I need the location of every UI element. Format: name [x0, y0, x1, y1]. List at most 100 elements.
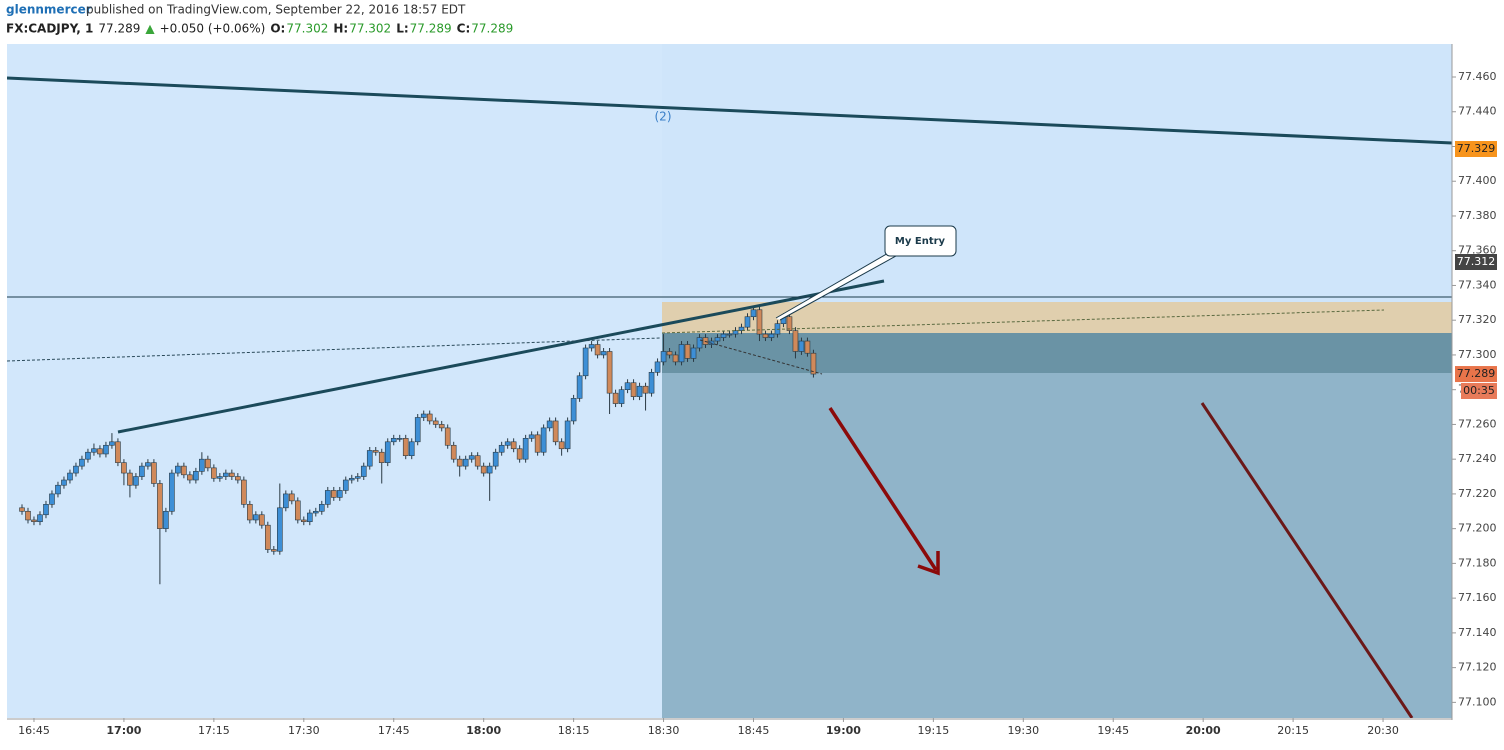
- symbol-line: FX:CADJPY, 1 77.289 ▲ +0.050 (+0.06%) O: 77.3…: [6, 22, 513, 36]
- candle-body: [306, 512, 313, 523]
- candle-body: [342, 479, 349, 491]
- candle-body: [348, 477, 355, 481]
- candle-body: [684, 344, 691, 359]
- y-tick-label: 77.180: [1458, 556, 1497, 569]
- candle-body: [283, 493, 289, 509]
- close: 77.289: [471, 22, 513, 36]
- candle-body: [678, 344, 685, 363]
- candle-body: [163, 510, 169, 529]
- candle-body: [492, 451, 499, 467]
- x-tick-label: 17:45: [378, 724, 410, 737]
- candle-body: [798, 340, 805, 352]
- candle-body: [402, 438, 409, 456]
- projection-line: [1200, 402, 1414, 719]
- candle-body: [85, 451, 91, 460]
- dotted-line: [6, 337, 661, 362]
- price-tag: [1455, 254, 1497, 270]
- symbol: FX:CADJPY, 1: [6, 22, 93, 36]
- candle-body: [516, 448, 523, 460]
- y-tick-label: 77.400: [1458, 174, 1497, 187]
- candle-body: [139, 465, 145, 477]
- x-tick-label: 20:15: [1277, 724, 1309, 737]
- o-label: O:: [270, 22, 285, 36]
- x-tick-label: 16:45: [18, 724, 50, 737]
- candle-body: [468, 455, 475, 460]
- candle-body: [654, 361, 661, 373]
- candle-body: [642, 385, 649, 394]
- candle-body: [312, 510, 319, 514]
- candle-body: [588, 344, 595, 349]
- candle-body: [151, 462, 157, 484]
- candle-body: [121, 462, 127, 474]
- y-tick-label: 77.140: [1458, 626, 1497, 639]
- candle-body: [235, 476, 241, 481]
- candle-body: [97, 448, 103, 455]
- candle-body: [810, 352, 817, 375]
- candle-body: [648, 372, 655, 394]
- countdown-tag: [1461, 383, 1497, 399]
- last: 77.289: [98, 22, 140, 36]
- y-tick-label: 77.440: [1458, 105, 1497, 118]
- candle-body: [732, 330, 739, 335]
- x-tick-label: 20:30: [1367, 724, 1399, 737]
- l-label: L:: [396, 22, 408, 36]
- candle-body: [420, 413, 427, 418]
- dotted-line: [699, 339, 823, 375]
- candle-body: [786, 316, 793, 331]
- x-tick-label: 17:00: [106, 724, 141, 737]
- candle-body: [277, 507, 283, 552]
- callout-text: My Entry: [895, 236, 946, 247]
- candle-body: [19, 507, 25, 512]
- candle-body: [696, 337, 703, 349]
- candle-body: [444, 427, 451, 446]
- x-tick-label: 19:00: [826, 724, 861, 737]
- candle-body: [265, 524, 271, 550]
- candle-body: [630, 382, 637, 397]
- candle-body: [336, 490, 343, 498]
- y-tick-label: 77.200: [1458, 522, 1497, 535]
- candle-body: [558, 441, 565, 450]
- candle-body: [169, 472, 175, 512]
- y-tick-label: 77.160: [1458, 591, 1497, 604]
- high: 77.302: [349, 22, 391, 36]
- candle-body: [300, 519, 307, 523]
- open: 77.302: [286, 22, 328, 36]
- arrow: [828, 407, 938, 571]
- candle-body: [241, 479, 247, 505]
- left-margin: [0, 0, 7, 746]
- countdown: 00:35: [1463, 384, 1495, 397]
- candle-body: [594, 344, 601, 356]
- candle-body: [247, 504, 253, 521]
- x-tick-label: 19:45: [1097, 724, 1129, 737]
- arrow-head: [917, 551, 940, 576]
- target-zone: [662, 373, 1452, 718]
- candle-body: [109, 441, 115, 446]
- published: published on TradingView.com, September …: [86, 3, 466, 17]
- candle-body: [289, 493, 295, 502]
- candle-body: [360, 465, 367, 477]
- header-area: [0, 0, 1504, 44]
- candle-body: [600, 351, 607, 356]
- y-tick-label: 77.240: [1458, 452, 1497, 465]
- candle-body: [366, 450, 373, 467]
- candle-body: [253, 514, 259, 521]
- last-price-tag: [1455, 366, 1497, 383]
- candle-body: [498, 444, 505, 453]
- candle-body: [450, 444, 457, 460]
- x-tick-label: 17:30: [288, 724, 320, 737]
- x-tick-label: 18:15: [558, 724, 590, 737]
- candle-body: [570, 398, 577, 422]
- candle-body: [145, 462, 151, 467]
- candles-layer: [19, 306, 817, 585]
- candle-body: [157, 483, 163, 529]
- candle-body: [384, 441, 391, 463]
- y-tick-label: 77.300: [1458, 348, 1497, 361]
- candle-body: [738, 326, 745, 331]
- candle-body: [540, 427, 547, 453]
- candle-body: [330, 490, 337, 498]
- x-tick-label: 19:15: [918, 724, 950, 737]
- x-tick-label: 20:00: [1186, 724, 1221, 737]
- candle-body: [636, 385, 643, 397]
- candle-body: [672, 354, 679, 363]
- candle-body: [666, 351, 673, 356]
